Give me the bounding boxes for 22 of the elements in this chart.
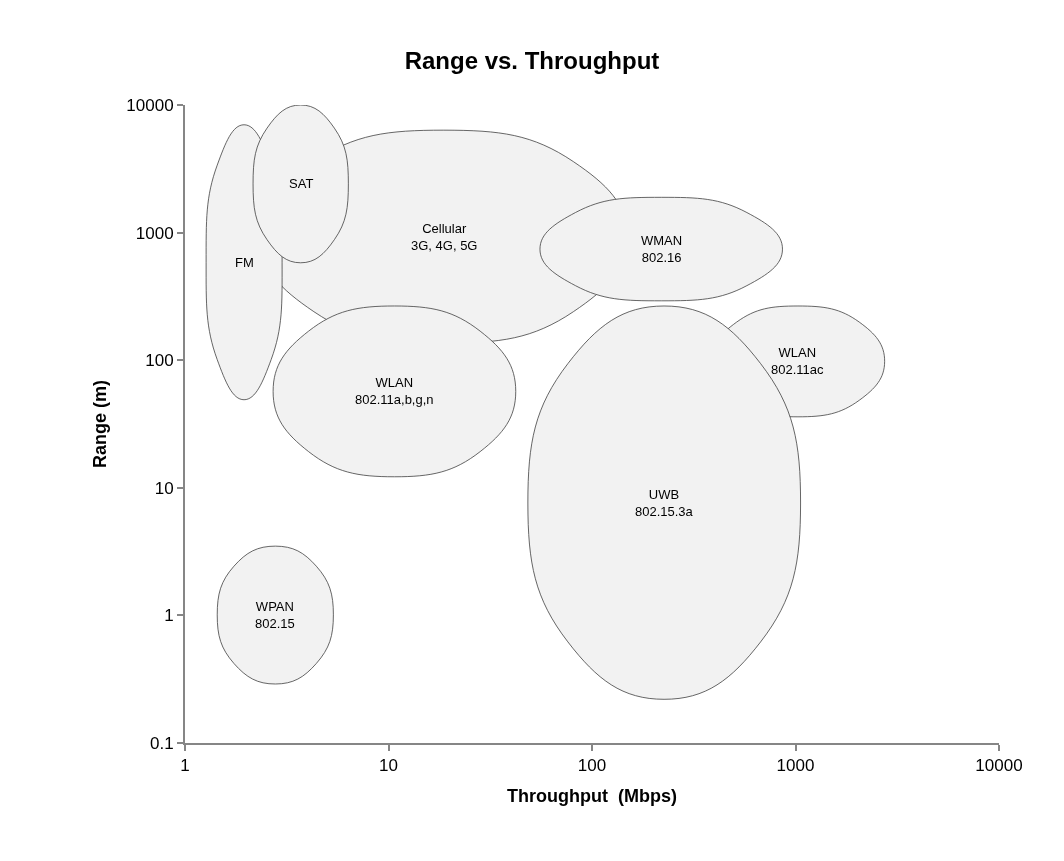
series-label: WMAN 802.16: [641, 233, 683, 265]
y-tick-label: 10000: [126, 95, 174, 115]
series-label: WPAN 802.15: [255, 599, 295, 631]
series-label: Cellular 3G, 4G, 5G: [411, 221, 478, 253]
x-tick-label: 10: [379, 756, 398, 776]
series-label: WLAN 802.11a,b,g,n: [355, 375, 434, 407]
chart-title: Range vs. Throughput: [404, 46, 660, 74]
series-label: UWB 802.15.3a: [635, 487, 694, 519]
y-tick-label: 10: [154, 478, 174, 498]
x-tick-label: 10000: [975, 756, 1023, 776]
series-label: SAT: [289, 176, 314, 191]
y-tick-label: 1000: [135, 223, 174, 243]
y-tick-label: 1: [164, 606, 174, 626]
x-axis-title: Throughput (Mbps): [507, 786, 677, 806]
x-tick-label: 1000: [776, 756, 815, 776]
series-label: FM: [235, 255, 254, 270]
y-tick-label: 100: [145, 351, 174, 371]
y-axis-title: Range (m): [90, 379, 111, 469]
x-tick-label: 100: [577, 756, 607, 776]
y-tick-label: 0.1: [149, 733, 174, 753]
x-tick-label: 1: [180, 756, 190, 776]
series-label: WLAN 802.11ac: [771, 345, 825, 377]
